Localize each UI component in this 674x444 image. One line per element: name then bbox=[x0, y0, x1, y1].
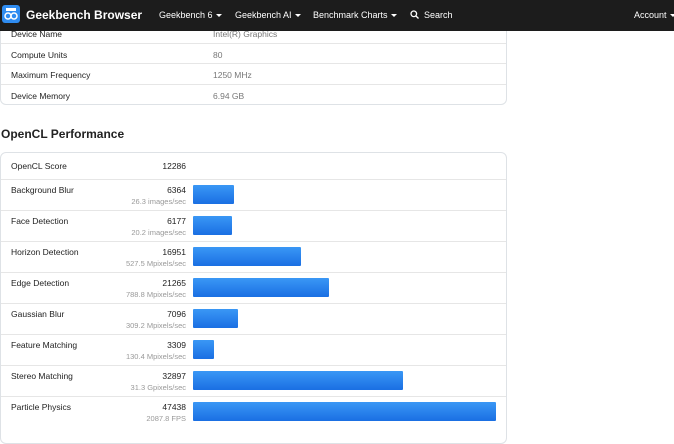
info-row: Device Memory 6.94 GB bbox=[1, 83, 506, 105]
score-value: 12286 bbox=[162, 161, 186, 171]
workload-rate: 20.2 images/sec bbox=[131, 228, 186, 237]
score-bar bbox=[193, 247, 302, 266]
workload-name: Horizon Detection bbox=[11, 247, 79, 257]
workload-rate: 2087.8 FPS bbox=[146, 414, 186, 423]
workload-row: Stereo Matching 32897 31.3 Gpixels/sec bbox=[1, 365, 506, 397]
score-label: OpenCL Score bbox=[11, 161, 67, 171]
logo[interactable] bbox=[2, 5, 20, 23]
brand[interactable]: Geekbench Browser bbox=[26, 8, 143, 22]
info-label: Device Memory bbox=[11, 90, 71, 101]
workload-name: Background Blur bbox=[11, 185, 74, 195]
workload-row: Background Blur 6364 26.3 images/sec bbox=[1, 179, 506, 211]
score-bar bbox=[193, 278, 329, 297]
section-title: OpenCL Performance bbox=[1, 127, 125, 141]
score-row: OpenCL Score 12286 bbox=[1, 153, 506, 179]
menu-item[interactable]: Geekbench AI bbox=[235, 10, 301, 20]
navbar: Geekbench Browser Geekbench 6 Geekbench … bbox=[0, 0, 674, 31]
workload-score: 6364 bbox=[167, 185, 186, 195]
workload-score: 6177 bbox=[167, 216, 186, 226]
workload-score: 32897 bbox=[162, 371, 186, 381]
score-bar bbox=[193, 371, 404, 390]
info-value: 6.94 GB bbox=[213, 90, 245, 101]
opencl-card: OpenCL Score 12286 Background Blur 6364 26.3… bbox=[0, 152, 507, 444]
workload-score: 7096 bbox=[167, 309, 186, 319]
workload-rate: 527.5 Mpixels/sec bbox=[125, 259, 186, 268]
account[interactable]: Account bbox=[634, 10, 674, 20]
menu-item[interactable]: Geekbench 6 bbox=[159, 10, 222, 20]
score-bar bbox=[193, 185, 234, 204]
workload-name: Stereo Matching bbox=[11, 371, 73, 381]
info-value: 80 bbox=[213, 49, 223, 60]
page: Geekbench Browser Geekbench 6 Geekbench … bbox=[0, 0, 674, 420]
workload-rate: 788.8 Mpixels/sec bbox=[125, 290, 186, 299]
workload-row: Feature Matching 3309 130.4 Mpixels/sec bbox=[1, 334, 506, 366]
score-bar bbox=[193, 340, 215, 359]
workload-score: 16951 bbox=[162, 247, 186, 257]
workload-score: 21265 bbox=[162, 278, 186, 288]
workload-name: Gaussian Blur bbox=[11, 309, 65, 319]
score-bar bbox=[193, 216, 233, 235]
info-row: Compute Units 80 bbox=[1, 42, 506, 65]
workload-rate: 309.2 Mpixels/sec bbox=[125, 321, 186, 330]
score-bar bbox=[193, 309, 239, 328]
search[interactable]: Search bbox=[424, 10, 453, 20]
workload-row: Gaussian Blur 7096 309.2 Mpixels/sec bbox=[1, 303, 506, 335]
workload-name: Particle Physics bbox=[11, 402, 71, 412]
workload-row: Horizon Detection 16951 527.5 Mpixels/sec bbox=[1, 241, 506, 273]
info-row: Maximum Frequency 1250 MHz bbox=[1, 63, 506, 85]
workload-rate: 26.3 images/sec bbox=[131, 197, 186, 206]
info-label: Maximum Frequency bbox=[11, 70, 91, 80]
info-label: Device Name bbox=[11, 29, 63, 39]
score-bar bbox=[193, 402, 496, 421]
workload-row: Face Detection 6177 20.2 images/sec bbox=[1, 210, 506, 242]
workload-rate: 130.4 Mpixels/sec bbox=[125, 352, 186, 361]
workload-score: 3309 bbox=[167, 340, 186, 350]
workload-score: 47438 bbox=[162, 402, 186, 412]
search-icon[interactable] bbox=[410, 10, 419, 19]
info-value: 1250 MHz bbox=[213, 70, 252, 80]
info-value: Intel(R) Graphics bbox=[213, 29, 278, 39]
workload-rate: 31.3 Gpixels/sec bbox=[130, 383, 186, 392]
workload-name: Face Detection bbox=[11, 216, 69, 226]
info-label: Compute Units bbox=[11, 49, 68, 60]
workload-name: Feature Matching bbox=[11, 340, 78, 350]
menu-item[interactable]: Benchmark Charts bbox=[313, 10, 397, 20]
workload-row: Edge Detection 21265 788.8 Mpixels/sec bbox=[1, 272, 506, 304]
workload-name: Edge Detection bbox=[11, 278, 70, 288]
workload-row: Particle Physics 47438 2087.8 FPS bbox=[1, 396, 506, 428]
